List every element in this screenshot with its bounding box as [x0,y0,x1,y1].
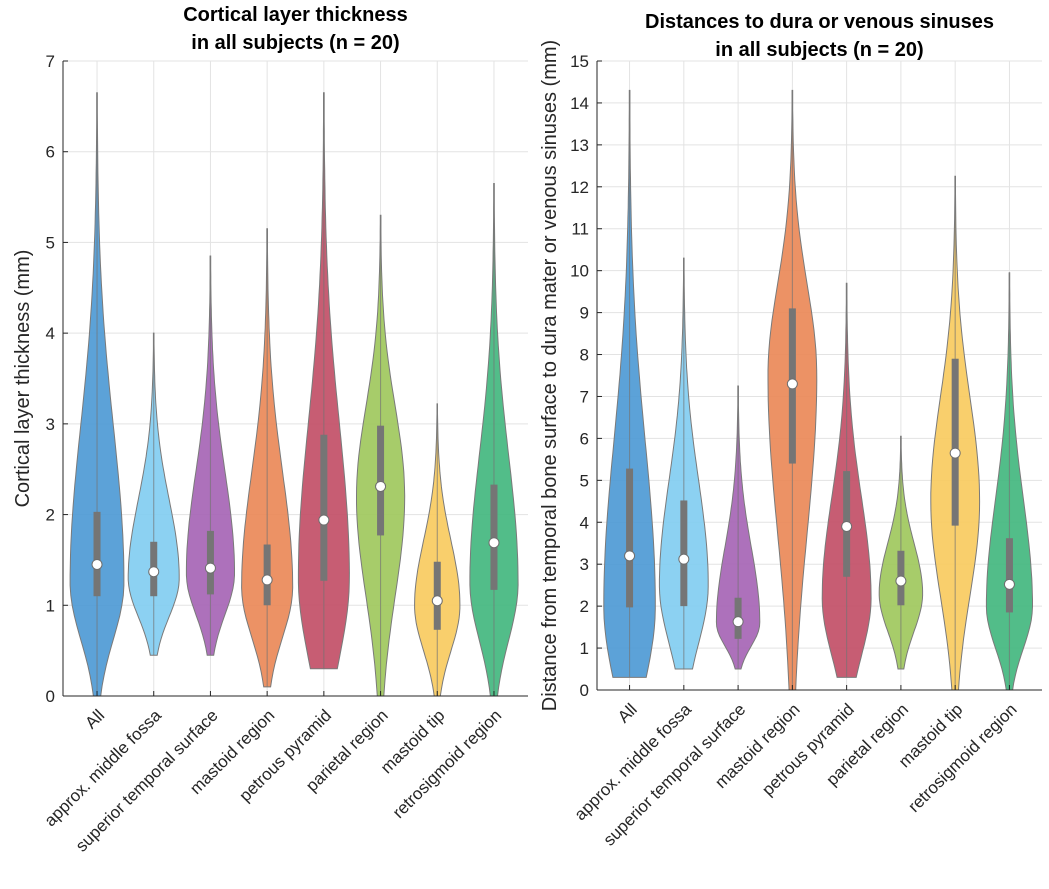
median-marker [1003,578,1015,590]
median-marker [624,550,636,562]
median-marker [895,575,907,587]
chart-title-line: in all subjects (n = 20) [715,39,923,61]
violin-all [69,92,125,697]
x-tick-label: All [81,706,108,733]
median-marker [488,537,500,549]
y-tick-label: 11 [571,220,589,239]
y-tick-label: 15 [570,52,589,71]
y-tick-label: 6 [46,143,55,162]
violin-mastoid-tip [414,403,461,697]
median-marker [148,566,160,578]
y-tick-label: 1 [580,639,589,658]
y-tick-label: 3 [46,415,55,434]
y-tick-label: 1 [46,596,55,615]
median-marker [949,447,961,459]
violin-retrosigmoid-region [985,272,1033,691]
chart-title-line: in all subjects (n = 20) [191,32,399,54]
violin-approx-middle-fossa [127,332,180,656]
y-tick-label: 2 [580,597,589,616]
median-marker [786,378,798,390]
iqr-box [93,511,101,597]
violin-parietal-region [878,435,924,670]
iqr-box [626,468,634,608]
median-marker [841,520,853,532]
y-tick-label: 5 [46,233,55,252]
iqr-box [951,358,959,526]
y-tick-label: 4 [580,513,589,532]
violin-petrous-pyramid [297,92,350,670]
violin-mastoid-tip [930,175,981,691]
iqr-box [377,425,385,536]
y-tick-label: 9 [580,304,589,323]
y-tick-label: 7 [46,52,55,71]
y-tick-label: 13 [570,136,589,155]
chart-title-line: Distances to dura or venous sinuses [645,11,994,33]
violin-mastoid-region [241,228,294,688]
median-marker [261,574,273,586]
median-marker [204,562,216,574]
x-tick-label: All [614,700,641,727]
violin-parietal-region [356,214,406,697]
y-tick-label: 8 [580,346,589,365]
y-tick-label: 4 [46,324,55,343]
median-marker [678,553,690,565]
y-tick-label: 5 [580,471,589,490]
median-marker [732,616,744,628]
iqr-box [320,434,328,581]
violin-mastoid-region [767,89,818,691]
median-marker [375,480,387,492]
violin-all [603,89,656,678]
x-tick-label: retrosigmoid region [389,706,505,822]
y-axis-label: Distance from temporal bone surface to d… [539,40,561,711]
chart-title-line: Cortical layer thickness [183,4,408,26]
x-tick-label: petrous pyramid [758,700,858,800]
y-tick-label: 14 [570,94,589,113]
median-marker [91,558,103,570]
median-marker [318,514,330,526]
iqr-box [1005,538,1013,613]
violin-petrous-pyramid [821,282,872,678]
violin-superior-temporal-surface [185,255,235,656]
violin-retrosigmoid-region [469,183,519,697]
x-tick-label: retrosigmoid region [904,700,1020,816]
violin-approx-middle-fossa [658,257,709,670]
y-tick-label: 7 [580,387,589,406]
y-tick-label: 0 [580,681,589,700]
violin-superior-temporal-surface [715,385,761,670]
y-tick-label: 3 [580,555,589,574]
median-marker [431,595,443,607]
y-axis-label: Cortical layer thickness (mm) [12,250,34,508]
y-tick-label: 6 [580,429,589,448]
y-tick-label: 12 [570,178,589,197]
y-tick-label: 10 [570,262,589,281]
y-tick-label: 2 [46,506,55,525]
iqr-box [680,500,688,607]
y-tick-label: 0 [46,687,55,706]
